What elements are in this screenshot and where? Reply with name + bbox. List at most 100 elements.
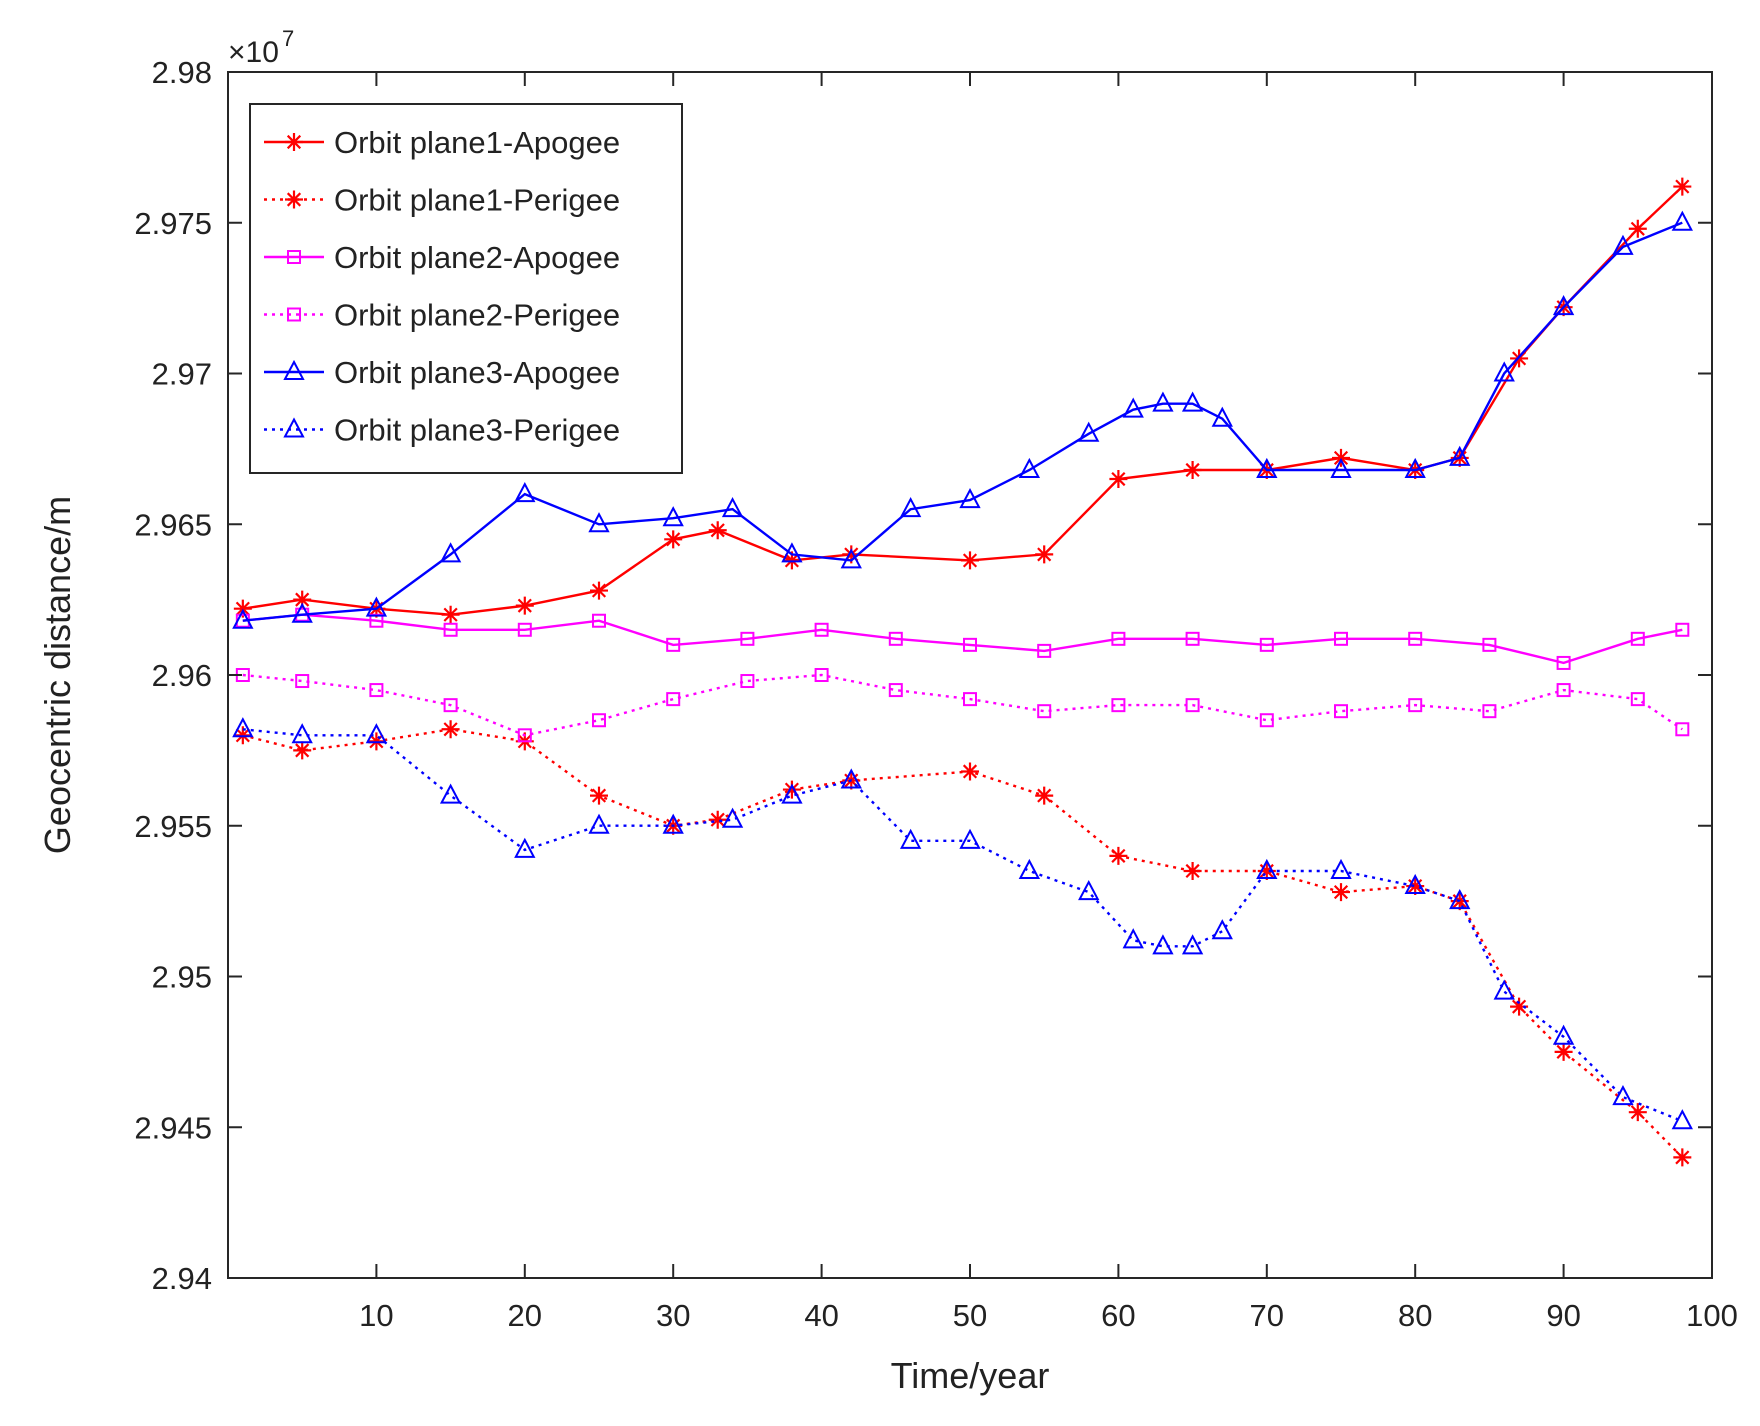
x-tick-label: 80 [1398, 1298, 1432, 1333]
data-point [1152, 934, 1174, 955]
legend-item: Orbit plane3-Perigee [264, 413, 620, 448]
data-point [662, 813, 684, 834]
data-point [1111, 698, 1126, 713]
data-point [814, 668, 829, 682]
data-point [1259, 713, 1274, 728]
data-point [1122, 397, 1144, 418]
y-tick-label: 2.965 [134, 507, 212, 542]
data-point [1332, 883, 1350, 902]
data-point [781, 783, 803, 804]
data-point [1037, 704, 1052, 719]
data-point [1552, 295, 1575, 316]
data-point [293, 741, 312, 760]
data-point [1211, 406, 1233, 427]
data-point [1334, 704, 1348, 719]
data-point [1406, 877, 1425, 896]
data-point [814, 622, 829, 637]
x-tick-label: 90 [1546, 1298, 1580, 1333]
data-point [592, 613, 606, 628]
data-point [1078, 421, 1100, 442]
data-point [1122, 928, 1144, 949]
legend-item: Orbit plane1-Apogee [264, 125, 620, 160]
data-point [1018, 858, 1041, 879]
data-point [888, 631, 903, 646]
data-point [1628, 219, 1647, 238]
data-point [291, 602, 313, 623]
y-tick-label: 2.955 [134, 809, 212, 844]
y-tick-label: 2.97 [152, 357, 212, 392]
data-point [232, 717, 254, 738]
data-point [1673, 1148, 1692, 1167]
data-point [1612, 1084, 1634, 1106]
data-point [1510, 997, 1529, 1016]
data-point [840, 548, 862, 569]
data-point [1185, 631, 1200, 646]
x-tick-label: 60 [1101, 1298, 1135, 1333]
x-tick-label: 40 [804, 1298, 838, 1333]
series-line [242, 728, 1684, 1159]
data-point [1334, 631, 1348, 646]
data-point [517, 728, 532, 743]
data-point [1256, 858, 1278, 879]
x-tick-label: 20 [508, 1298, 542, 1333]
legend-box [249, 103, 683, 474]
data-point [1078, 879, 1100, 901]
data-point [664, 530, 683, 549]
data-point [293, 590, 312, 609]
data-point [439, 783, 462, 804]
data-point [963, 637, 977, 652]
data-point [1671, 210, 1693, 231]
data-point [1408, 698, 1423, 713]
legend-label: Orbit plane3-Perigee [334, 413, 620, 448]
data-point [740, 631, 755, 646]
data-point [959, 487, 981, 509]
data-point [439, 542, 462, 563]
data-point [781, 542, 803, 563]
y-tick-label: 2.975 [134, 206, 212, 241]
data-point [1556, 655, 1571, 670]
data-point [1111, 631, 1126, 646]
data-point [708, 521, 727, 540]
data-point [515, 596, 534, 615]
data-point [1035, 545, 1054, 564]
y-tick-label: 2.945 [134, 1110, 212, 1145]
data-point [840, 768, 862, 789]
data-point [295, 674, 310, 689]
data-point [1630, 692, 1645, 707]
data-point [514, 837, 536, 858]
data-point [899, 497, 922, 518]
data-point [1109, 846, 1128, 865]
y-tick-label: 2.98 [152, 55, 212, 90]
data-point [1671, 1109, 1693, 1130]
data-point [443, 622, 458, 637]
data-point [1556, 683, 1571, 698]
data-point [961, 551, 979, 570]
legend-marker [287, 250, 301, 264]
legend-marker [283, 417, 305, 438]
data-point [443, 698, 458, 713]
data-point [1257, 861, 1276, 880]
data-point [959, 828, 981, 849]
data-point [1035, 786, 1054, 805]
data-point [514, 481, 536, 503]
data-point [441, 720, 460, 739]
y-multiplier-label: ×10 [228, 36, 279, 69]
data-point [1449, 445, 1471, 466]
data-point [1630, 631, 1645, 646]
data-point [1181, 391, 1204, 412]
data-point [1493, 979, 1515, 1000]
data-point [590, 786, 608, 805]
data-point [666, 692, 681, 707]
data-point [1675, 622, 1690, 637]
x-tick-label: 100 [1686, 1298, 1738, 1333]
legend-item: Orbit plane1-Perigee [264, 183, 620, 218]
series-3 [235, 607, 1690, 670]
data-point [899, 828, 922, 849]
data-point [782, 780, 801, 799]
legend-item: Orbit plane3-Apogee [264, 355, 620, 390]
x-tick-label: 70 [1250, 1298, 1284, 1333]
data-point [666, 637, 681, 652]
data-point [592, 713, 606, 728]
x-tick-label: 30 [656, 1298, 690, 1333]
